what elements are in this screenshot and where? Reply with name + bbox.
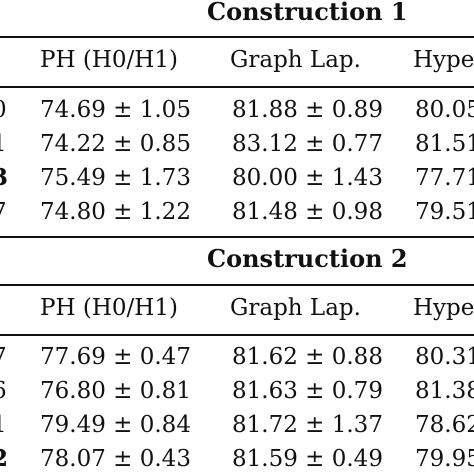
table-cell: 79.49 ± 0.84 (40, 412, 191, 438)
row-label: 7 (0, 198, 7, 226)
row-label: 3 (0, 164, 9, 191)
table-cell: 83.12 ± 0.77 (232, 131, 383, 157)
table-cell: 76.80 ± 0.81 (40, 378, 191, 404)
table-cell: 80.05 (415, 97, 474, 123)
table-rule (0, 86, 474, 88)
row-label: 7 (0, 343, 7, 371)
table-cell: 81.63 ± 0.79 (232, 378, 383, 404)
table-cell: 81.38 (415, 378, 474, 404)
column-header: PH (H0/H1) (40, 295, 178, 321)
table-cell: 81.51 (415, 131, 474, 157)
column-header: Graph Lap. (230, 295, 361, 321)
row-label: 1 (0, 130, 7, 158)
table-rule (0, 334, 474, 336)
table-cell: 81.72 ± 1.37 (232, 412, 383, 438)
table-cell: 81.88 ± 0.89 (232, 97, 383, 123)
table-cell: 75.49 ± 1.73 (40, 165, 191, 191)
column-header: Hype (413, 47, 474, 73)
row-label: 0 (0, 96, 7, 124)
table-cell: 81.59 ± 0.49 (232, 446, 383, 472)
column-header: Hype (413, 295, 474, 321)
column-header: Graph Lap. (230, 47, 361, 73)
table-cell: 74.80 ± 1.22 (40, 199, 191, 225)
table-cell: 77.71 (415, 165, 474, 191)
table-rule (0, 284, 474, 286)
table-cell: 80.31 (415, 344, 474, 370)
section-title: Construction 1 (207, 0, 408, 26)
table-rule (0, 36, 474, 38)
row-label: 1 (0, 411, 7, 439)
table-cell: 79.95 (415, 446, 474, 472)
table-cell: 79.51 (415, 199, 474, 225)
table-cell: 81.62 ± 0.88 (232, 344, 383, 370)
table-rule (0, 236, 474, 238)
table-cell: 74.22 ± 0.85 (40, 131, 191, 157)
table-cell: 78.62 (415, 412, 474, 438)
table-cell: 81.48 ± 0.98 (232, 199, 383, 225)
table-cell: 77.69 ± 0.47 (40, 344, 191, 370)
table-cell: 74.69 ± 1.05 (40, 97, 191, 123)
section-title: Construction 2 (207, 244, 408, 273)
table-cell: 80.00 ± 1.43 (232, 165, 383, 191)
table-cell: 78.07 ± 0.43 (40, 446, 191, 472)
row-label: 6 (0, 377, 7, 405)
column-header: PH (H0/H1) (40, 47, 178, 73)
row-label: 2 (0, 445, 9, 472)
